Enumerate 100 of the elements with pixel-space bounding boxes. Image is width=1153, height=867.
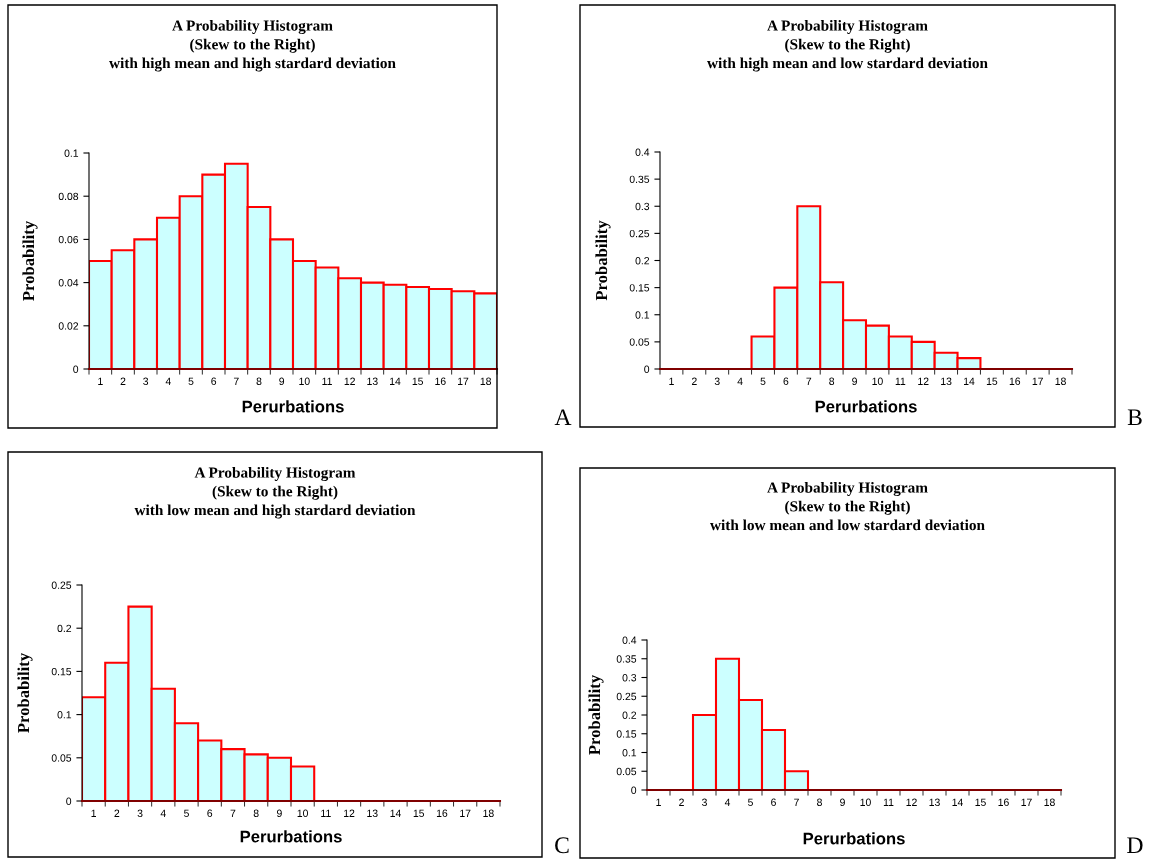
text: C <box>555 837 569 854</box>
y-tick-label: 0.05 <box>51 754 72 762</box>
x-tick-label: 10 <box>297 809 308 817</box>
x-tick-label: 18 <box>1055 377 1066 385</box>
x-tick-label: 15 <box>975 798 986 806</box>
x-tick-label: 13 <box>929 798 940 806</box>
x-tick-label: 13 <box>941 377 952 385</box>
x-tick-label: 12 <box>906 798 917 806</box>
x-tick-label: 5 <box>188 377 194 385</box>
x-tick-label: 14 <box>952 798 963 806</box>
x-tick-label: 9 <box>279 377 285 385</box>
x-tick-label: 3 <box>137 809 143 817</box>
x-tick-label: 2 <box>679 798 684 806</box>
y-axis-title: Probability <box>588 675 604 755</box>
x-axis-title: Perurbations <box>815 400 917 413</box>
y-tick-label: 0.2 <box>622 711 637 719</box>
y-tick-label: 0 <box>644 365 650 373</box>
x-tick-label: 1 <box>98 377 103 385</box>
y-tick-label: 0.06 <box>58 235 79 244</box>
y-tick-label: 0.4 <box>622 636 637 644</box>
y-tick-label: 0.25 <box>51 581 72 589</box>
x-tick-label: 14 <box>964 377 975 385</box>
x-tick-label: 5 <box>748 798 753 806</box>
x-tick-label: 2 <box>691 377 697 385</box>
x-tick-label: 4 <box>724 798 731 806</box>
x-tick-label: 18 <box>483 809 494 817</box>
x-tick-label: 18 <box>1044 798 1055 806</box>
x-tick-label: 7 <box>794 798 799 806</box>
y-tick-label: 0.2 <box>635 257 650 265</box>
x-tick-label: 7 <box>806 377 812 385</box>
y-tick-label: 0.35 <box>629 175 650 183</box>
x-tick-label: 17 <box>1032 377 1043 385</box>
x-tick-label: 9 <box>852 377 857 385</box>
y-tick-label: 0.05 <box>616 767 637 776</box>
x-tick-label: 4 <box>737 377 743 385</box>
x-tick-label: 16 <box>436 809 448 817</box>
x-tick-label: 16 <box>435 377 446 385</box>
y-tick-label: 0.1 <box>635 311 650 319</box>
y-tick-label: 0.15 <box>616 730 637 738</box>
x-tick-label: 15 <box>986 377 998 385</box>
x-tick-label: 17 <box>460 809 471 817</box>
x-tick-label: 7 <box>230 809 236 817</box>
x-tick-label: 11 <box>895 377 906 385</box>
x-tick-label: 14 <box>390 377 401 385</box>
text: D <box>1127 837 1143 854</box>
x-tick-label: 9 <box>276 809 282 817</box>
y-tick-label: 0.15 <box>51 667 72 676</box>
x-tick-label: 13 <box>367 809 378 817</box>
x-tick-label: 6 <box>207 809 213 817</box>
chart-title: A Probability Histogram (Skew to the Right) with low mean and low stardard deviation <box>710 482 985 531</box>
x-tick-label: 12 <box>918 377 929 385</box>
y-tick-label: 0.25 <box>616 692 637 701</box>
x-tick-label: 9 <box>840 798 845 806</box>
x-axis-title: Perurbations <box>242 400 344 413</box>
x-tick-label: 5 <box>184 809 189 817</box>
y-tick-label: 0.15 <box>629 284 650 292</box>
x-tick-label: 8 <box>817 798 822 806</box>
y-tick-label: 0.1 <box>64 149 79 157</box>
x-tick-label: 16 <box>998 798 1009 806</box>
y-tick-label: 0.25 <box>629 229 650 238</box>
y-tick-label: 0.4 <box>635 148 650 156</box>
x-tick-label: 10 <box>299 377 310 385</box>
x-tick-label: 2 <box>114 809 120 817</box>
x-tick-label: 3 <box>143 377 149 385</box>
x-tick-label: 6 <box>771 798 776 806</box>
x-tick-label: 7 <box>233 377 239 385</box>
y-axis-title: Probability <box>595 220 611 301</box>
y-tick-label: 0.1 <box>57 711 72 719</box>
x-tick-label: 3 <box>714 377 720 385</box>
x-tick-label: 10 <box>872 377 883 385</box>
x-tick-label: 4 <box>165 377 171 385</box>
y-tick-label: 0.1 <box>622 749 637 757</box>
x-tick-label: 10 <box>860 798 871 806</box>
x-tick-label: 8 <box>253 809 259 817</box>
x-tick-label: 14 <box>390 809 401 817</box>
x-tick-label: 1 <box>669 377 674 385</box>
text: B <box>1127 409 1142 426</box>
y-tick-label: 0.05 <box>629 338 650 346</box>
y-tick-label: 0.35 <box>616 655 637 663</box>
x-tick-label: 6 <box>783 377 789 385</box>
y-tick-label: 0 <box>73 365 79 373</box>
x-tick-label: 15 <box>413 809 425 817</box>
y-tick-label: 0.3 <box>622 674 637 682</box>
y-axis-title: Probability <box>22 221 38 301</box>
y-tick-label: 0.2 <box>57 624 72 633</box>
x-tick-label: 6 <box>211 377 217 385</box>
chart-title: A Probability Histogram (Skew to the Right) with high mean and low stardard deviation <box>707 20 988 72</box>
x-tick-label: 12 <box>344 809 355 817</box>
y-tick-label: 0.04 <box>58 279 79 287</box>
x-tick-label: 4 <box>160 809 166 817</box>
x-tick-label: 18 <box>480 377 492 385</box>
x-tick-label: 11 <box>883 798 894 806</box>
x-tick-label: 5 <box>760 377 766 385</box>
x-tick-label: 3 <box>702 798 707 806</box>
x-tick-label: 11 <box>321 809 331 817</box>
x-axis-title: Perurbations <box>803 832 905 845</box>
y-tick-label: 0.08 <box>58 192 79 201</box>
x-tick-label: 15 <box>412 377 424 385</box>
x-tick-label: 13 <box>367 377 378 385</box>
x-tick-label: 11 <box>322 377 332 385</box>
